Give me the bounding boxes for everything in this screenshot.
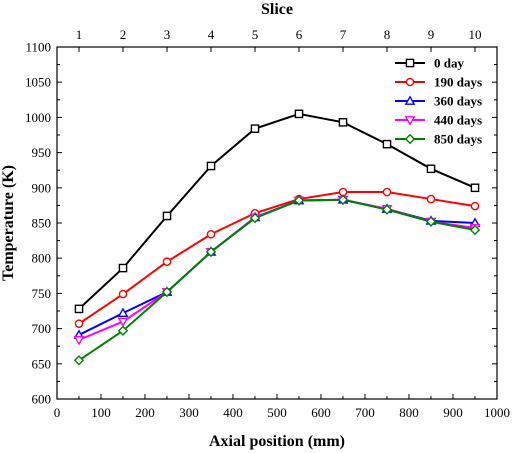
data-point bbox=[117, 307, 129, 318]
series-line bbox=[78, 198, 476, 341]
top-tick-label: 3 bbox=[164, 27, 171, 42]
x-axis-title: Axial position (mm) bbox=[209, 433, 345, 450]
y-tick-label: 700 bbox=[32, 321, 52, 336]
data-point bbox=[73, 355, 85, 366]
y-tick-label: 650 bbox=[32, 356, 52, 371]
series-line bbox=[78, 198, 476, 336]
series-layer bbox=[73, 109, 481, 366]
top-tick-label: 10 bbox=[469, 27, 482, 42]
data-point bbox=[293, 195, 305, 206]
x-tick-label: 300 bbox=[179, 405, 199, 420]
x-tick-label: 1000 bbox=[484, 405, 510, 420]
x-tick-label: 100 bbox=[91, 405, 111, 420]
legend-item: 0 day bbox=[395, 56, 464, 71]
data-point bbox=[74, 304, 84, 314]
legend-item: 360 days bbox=[395, 94, 482, 109]
series-0 bbox=[74, 109, 480, 314]
y-tick-label: 800 bbox=[32, 251, 52, 266]
data-point bbox=[117, 325, 129, 336]
data-point bbox=[73, 335, 85, 346]
ticks-layer: 0 100 200 300 400 500 600 700 800 900 100060065070… bbox=[25, 27, 510, 420]
data-point bbox=[162, 211, 172, 221]
legend-label: 850 days bbox=[434, 132, 482, 147]
legend-label: 360 days bbox=[434, 94, 482, 109]
series-2 bbox=[73, 194, 481, 339]
x-tick-label: 200 bbox=[135, 405, 155, 420]
top-tick-label: 2 bbox=[120, 27, 127, 42]
legend-marker bbox=[404, 133, 416, 145]
data-point bbox=[118, 263, 128, 273]
data-point bbox=[206, 229, 216, 239]
data-point bbox=[250, 124, 260, 133]
top-tick-label: 1 bbox=[76, 27, 83, 42]
data-point bbox=[470, 201, 480, 211]
legend-marker bbox=[404, 116, 416, 126]
data-point bbox=[382, 139, 392, 149]
legend-label: 440 days bbox=[434, 113, 482, 128]
x-tick-label: 500 bbox=[267, 405, 287, 420]
legend-label: 190 days bbox=[434, 75, 482, 90]
legend: 0 day 190 days 360 days 440 days 850 days bbox=[395, 56, 482, 147]
y-axis-title: Temperature (K) bbox=[0, 165, 17, 281]
legend-item: 850 days bbox=[395, 132, 482, 147]
top-tick-label: 8 bbox=[384, 27, 391, 42]
x-tick-label: 0 bbox=[54, 405, 61, 420]
y-tick-label: 950 bbox=[32, 145, 52, 160]
data-point bbox=[249, 212, 261, 224]
y-tick-label: 600 bbox=[32, 392, 52, 407]
data-point bbox=[425, 216, 437, 227]
top-tick-label: 5 bbox=[252, 27, 259, 42]
series-1 bbox=[74, 187, 480, 328]
top-tick-label: 4 bbox=[208, 27, 215, 42]
legend-label: 0 day bbox=[434, 56, 464, 71]
data-point bbox=[118, 289, 128, 299]
legend-item: 440 days bbox=[395, 113, 482, 128]
x-tick-label: 600 bbox=[311, 405, 331, 420]
legend-marker bbox=[405, 58, 415, 68]
data-point bbox=[381, 204, 393, 215]
data-point bbox=[117, 317, 129, 328]
y-tick-label: 750 bbox=[32, 286, 52, 301]
top-axis-title: Slice bbox=[261, 1, 293, 18]
legend-marker bbox=[405, 77, 415, 87]
legend-marker bbox=[404, 95, 416, 105]
top-tick-label: 6 bbox=[296, 27, 303, 42]
y-tick-label: 1050 bbox=[25, 75, 51, 90]
data-point bbox=[337, 194, 349, 205]
data-point bbox=[338, 118, 348, 127]
series-line bbox=[78, 198, 476, 362]
data-point bbox=[469, 224, 481, 236]
legend-item: 190 days bbox=[395, 75, 482, 90]
data-point bbox=[294, 109, 304, 119]
top-tick-label: 9 bbox=[428, 27, 435, 42]
data-point bbox=[470, 183, 480, 193]
data-point bbox=[426, 194, 436, 204]
data-point bbox=[161, 286, 173, 298]
data-point bbox=[74, 319, 84, 328]
top-tick-label: 7 bbox=[340, 27, 347, 42]
series-line bbox=[78, 112, 476, 310]
x-tick-label: 700 bbox=[355, 405, 375, 420]
data-point bbox=[162, 257, 172, 267]
y-tick-label: 1100 bbox=[25, 40, 51, 55]
series-4 bbox=[73, 194, 481, 366]
data-point bbox=[206, 161, 216, 171]
y-tick-label: 1000 bbox=[25, 110, 51, 125]
y-tick-label: 900 bbox=[32, 180, 52, 195]
data-point bbox=[382, 187, 392, 197]
y-tick-label: 850 bbox=[32, 216, 52, 231]
series-line bbox=[78, 191, 476, 325]
data-point bbox=[205, 246, 217, 258]
x-tick-label: 800 bbox=[399, 405, 419, 420]
x-tick-label: 900 bbox=[443, 405, 463, 420]
data-point bbox=[426, 164, 436, 174]
x-tick-label: 400 bbox=[223, 405, 243, 420]
